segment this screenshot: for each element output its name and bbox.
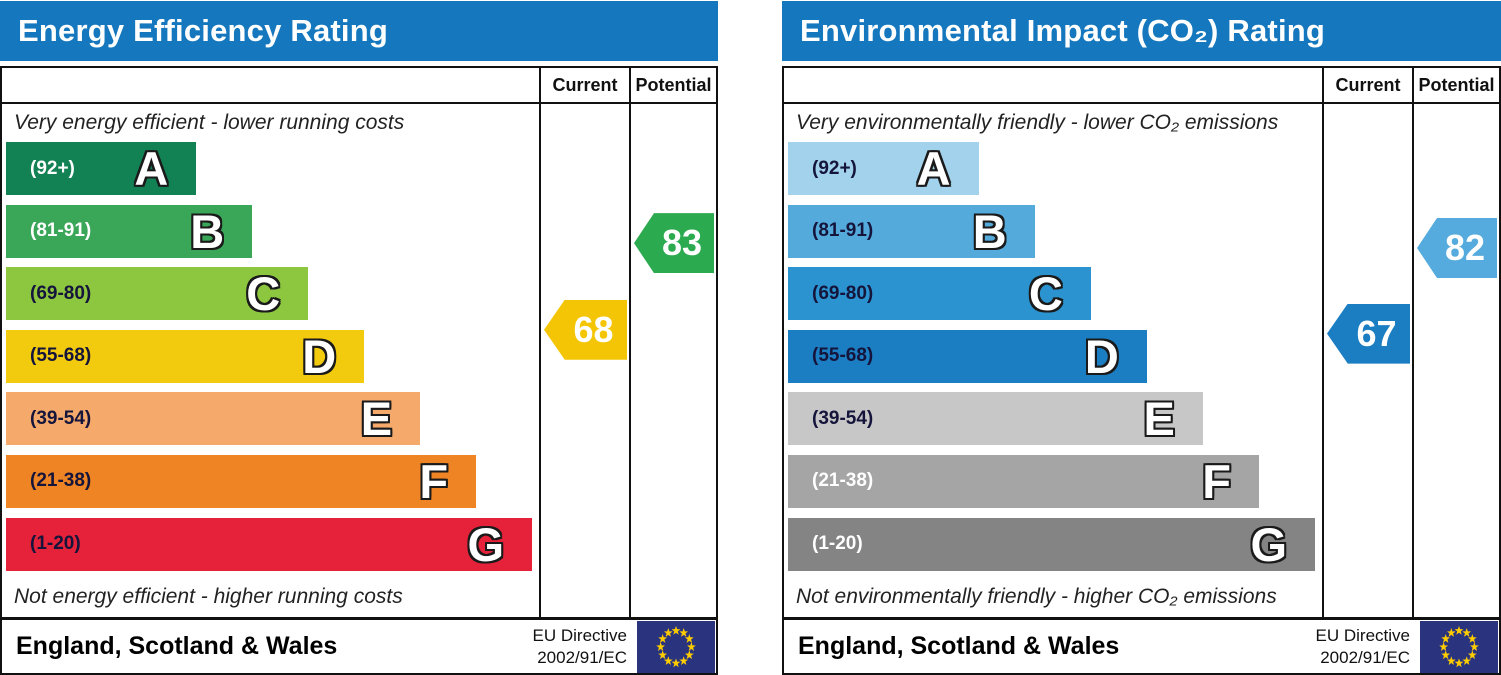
panel-title: Energy Efficiency Rating [18, 13, 389, 48]
eu-directive-line1: EU Directive [1315, 626, 1410, 646]
band-letter: G [467, 517, 505, 571]
potential-rating-arrow: 83 [634, 213, 714, 274]
band-row: (39-54) E [6, 392, 421, 446]
region-label: England, Scotland & Wales [16, 632, 338, 660]
eu-directive-label: EU Directive 2002/91/EC [1316, 625, 1420, 668]
band-letter: D [1084, 329, 1119, 383]
potential-column: 82 [1412, 104, 1499, 617]
bottom-note: Not environmentally friendly - higher CO… [796, 585, 1277, 608]
band-letter: D [302, 329, 337, 383]
band-row: (55-68) D [788, 329, 1147, 383]
column-header-current: Current [539, 68, 629, 104]
band-letter: C [246, 267, 281, 321]
band-row: (92+) A [6, 142, 197, 195]
band-letter: A [916, 142, 951, 195]
band-letter: B [972, 204, 1007, 258]
band-row: (55-68) D [6, 329, 365, 383]
band-row: (21-38) F [6, 454, 477, 508]
panel-title: Environmental Impact (CO₂) Rating [800, 13, 1326, 48]
current-rating-arrow: 67 [1327, 303, 1410, 364]
current-rating-value: 67 [1356, 312, 1397, 354]
band-range-label: (39-54) [30, 407, 92, 429]
current-column: 67 [1322, 104, 1412, 617]
region-label: England, Scotland & Wales [798, 632, 1120, 660]
band-row: (69-80) C [788, 267, 1091, 321]
band-row: (69-80) C [6, 267, 309, 321]
band-letter: G [1250, 517, 1288, 571]
band-row: (1-20) G [6, 517, 533, 571]
band-range-label: (21-38) [30, 470, 92, 492]
footer: England, Scotland & Wales EU Directive 2… [784, 617, 1499, 673]
band-row: (92+) A [788, 142, 979, 195]
epc-chart: Very environmentally friendly - lower CO… [784, 104, 1322, 617]
top-note: Very environmentally friendly - lower CO… [796, 111, 1279, 134]
band-letter: B [190, 204, 225, 258]
eu-directive-label: EU Directive 2002/91/EC [533, 625, 637, 668]
band-bars: (92+) A (81-91) B (69-80) C (55-68) D (3… [2, 142, 539, 571]
band-row: (81-91) B [788, 204, 1035, 258]
band-range-label: (39-54) [812, 407, 874, 429]
column-header-blank [2, 68, 539, 104]
band-letter: E [360, 392, 393, 446]
column-header-blank [784, 68, 1322, 104]
panel-header: Energy Efficiency Rating [0, 1, 718, 61]
column-header-current: Current [1322, 68, 1412, 104]
potential-rating-value: 82 [1444, 226, 1486, 268]
current-rating-arrow: 68 [544, 299, 627, 360]
eu-directive-line2: 2002/91/EC [1320, 647, 1410, 667]
rating-table: Current Potential Very environmentally f… [782, 66, 1501, 675]
band-row: (81-91) B [6, 204, 253, 258]
band-bars: (92+) A (81-91) B (69-80) C (55-68) D (3… [784, 142, 1322, 571]
energy-efficiency-panel: Energy Efficiency Rating Current Potenti… [0, 0, 718, 675]
band-range-label: (92+) [812, 157, 857, 179]
band-range-label: (92+) [30, 157, 75, 179]
potential-rating-arrow: 82 [1417, 217, 1497, 278]
panel-header: Environmental Impact (CO₂) Rating [782, 1, 1501, 61]
band-range-label: (55-68) [812, 345, 874, 367]
band-range-label: (69-80) [812, 282, 874, 304]
band-row: (39-54) E [788, 392, 1203, 446]
footer: England, Scotland & Wales EU Directive 2… [2, 617, 716, 673]
band-range-label: (21-38) [812, 470, 874, 492]
eu-stars [1439, 625, 1479, 667]
band-range-label: (81-91) [812, 220, 874, 242]
eu-flag-icon [637, 620, 715, 673]
band-range-label: (81-91) [30, 220, 92, 242]
eu-directive-line1: EU Directive [532, 626, 627, 646]
band-range-label: (69-80) [30, 282, 92, 304]
column-header-potential: Potential [629, 68, 716, 104]
current-rating-value: 68 [573, 308, 614, 350]
environmental-impact-panel: Environmental Impact (CO₂) Rating Curren… [782, 0, 1501, 675]
band-letter: F [419, 454, 449, 508]
column-header-potential: Potential [1412, 68, 1499, 104]
bottom-note: Not energy efficient - higher running co… [14, 585, 403, 608]
eu-stars [656, 625, 696, 667]
band-letter: F [1202, 454, 1231, 508]
band-letter: E [1143, 392, 1175, 446]
rating-table: Current Potential Very energy efficient … [0, 66, 718, 675]
band-range-label: (1-20) [30, 533, 81, 555]
band-row: (21-38) F [788, 454, 1259, 508]
band-row: (1-20) G [788, 517, 1316, 571]
potential-rating-value: 83 [661, 222, 703, 264]
potential-column: 83 [629, 104, 716, 617]
eu-flag-icon [1420, 620, 1498, 673]
band-range-label: (55-68) [30, 345, 92, 367]
top-note: Very energy efficient - lower running co… [14, 111, 405, 134]
band-range-label: (1-20) [812, 533, 863, 555]
band-letter: A [134, 142, 169, 195]
eu-directive-line2: 2002/91/EC [537, 647, 627, 667]
epc-chart: Very energy efficient - lower running co… [2, 104, 539, 617]
band-letter: C [1028, 267, 1063, 321]
current-column: 68 [539, 104, 629, 617]
